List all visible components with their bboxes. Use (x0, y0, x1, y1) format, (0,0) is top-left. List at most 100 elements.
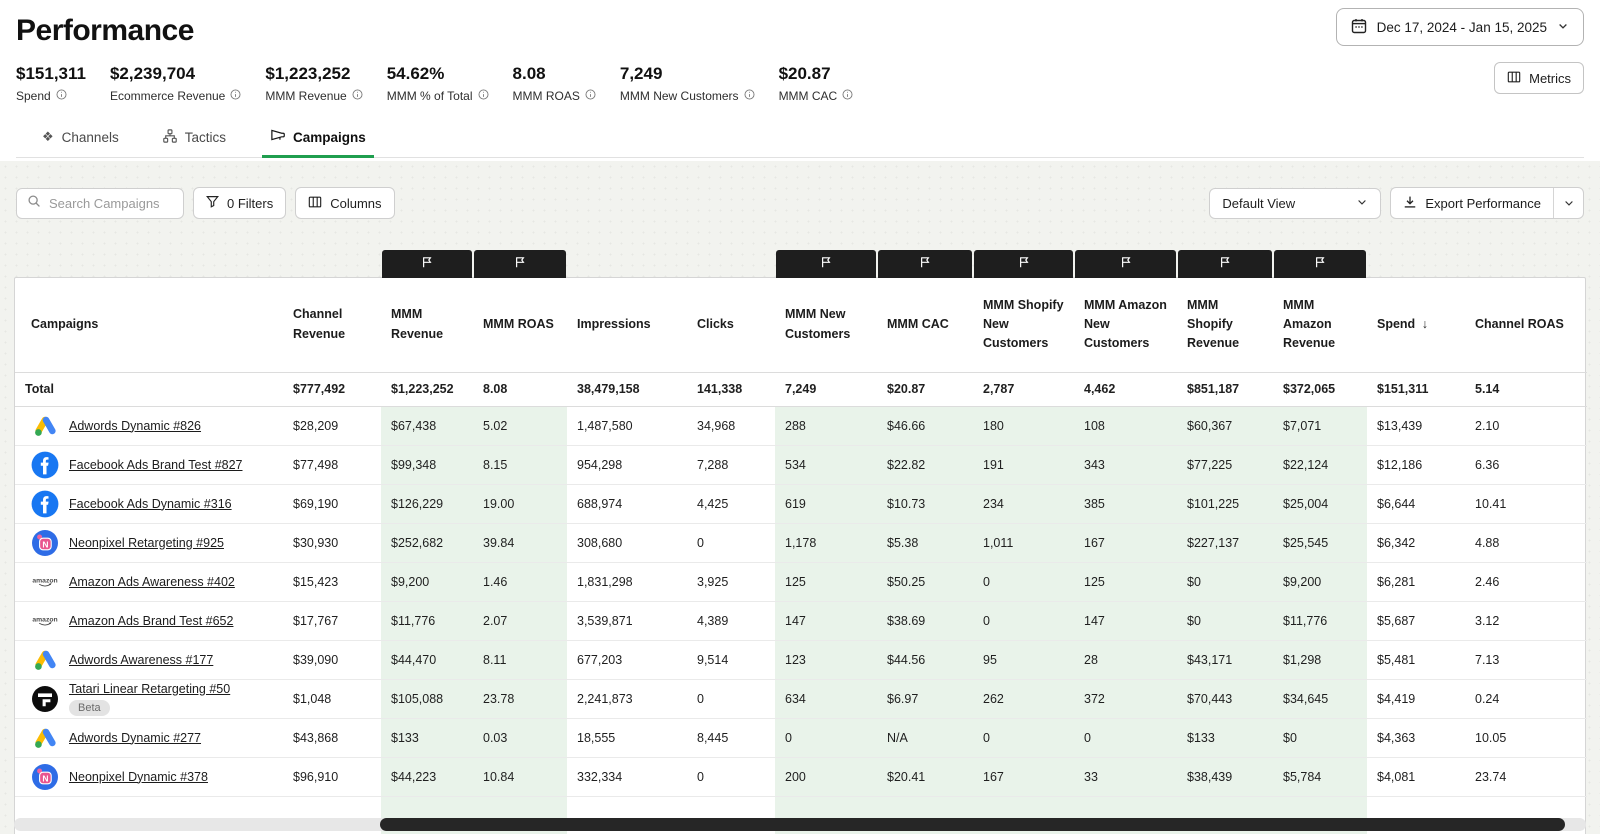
table-cell: $6.97 (877, 679, 973, 719)
search-input[interactable] (49, 195, 169, 211)
horizontal-scrollbar-track[interactable] (14, 818, 1586, 831)
table-cell: 4,389 (687, 601, 775, 641)
table-cell: 0.03 (473, 718, 567, 758)
column-header-mmm-amazon-revenue[interactable]: MMM Amazon Revenue (1283, 297, 1336, 351)
campaign-link[interactable]: Adwords Awareness #177 (69, 652, 214, 667)
tab-tactics[interactable]: Tactics (161, 119, 228, 157)
campaign-link[interactable]: Facebook Ads Brand Test #827 (69, 457, 243, 472)
total-cell: $851,187 (1177, 371, 1273, 407)
column-header-channel-roas[interactable]: Channel ROAS (1475, 317, 1564, 332)
mmm-column-badge[interactable] (1178, 250, 1272, 278)
table-cell: $5,687 (1367, 601, 1465, 641)
campaign-link[interactable]: Tatari Linear Retargeting #50 (69, 681, 231, 696)
mmm-column-badge[interactable] (474, 250, 566, 278)
table-cell: 2.46 (1465, 562, 1587, 602)
table-cell: $0 (1177, 562, 1273, 602)
campaign-link[interactable]: Adwords Dynamic #277 (69, 730, 202, 745)
mmm-column-badge[interactable] (1075, 250, 1176, 278)
funnel-icon (206, 195, 219, 211)
export-options-caret[interactable] (1553, 188, 1583, 218)
info-icon[interactable] (352, 89, 363, 103)
column-header-mmm-cac[interactable]: MMM CAC (887, 317, 949, 332)
mmm-column-badge[interactable] (1274, 250, 1366, 278)
amazon-icon: amazon (31, 607, 59, 635)
column-header-mmm-new-customers[interactable]: MMM New Customers (785, 307, 851, 341)
view-select[interactable]: Default View (1209, 187, 1382, 219)
table-cell: $5,784 (1273, 757, 1367, 797)
total-cell: 141,338 (687, 371, 775, 407)
table-row: Adwords Dynamic #826 $28,209 $67,438 5.02 1,… (15, 406, 1587, 446)
tab-channels[interactable]: ❖ Channels (40, 119, 121, 157)
mmm-flag-icon (919, 255, 931, 273)
table-cell: $34,645 (1273, 679, 1367, 719)
mmm-column-badge[interactable] (878, 250, 972, 278)
table-cell: 18,555 (567, 718, 687, 758)
column-header-channel-revenue[interactable]: Channel Revenue (293, 307, 346, 341)
column-header-mmm-roas[interactable]: MMM ROAS (483, 317, 554, 332)
columns-button[interactable]: Columns (295, 187, 395, 219)
table-cell: 343 (1074, 445, 1177, 485)
campaigns-table-card: Campaigns Channel Revenue MMM Revenue MMM R… (14, 250, 1587, 834)
mmm-flag-icon (514, 255, 526, 273)
beta-badge: Beta (69, 699, 110, 716)
table-cell: 8.15 (473, 445, 567, 485)
info-icon[interactable] (744, 89, 755, 103)
info-icon[interactable] (56, 89, 67, 103)
search-icon (27, 194, 41, 213)
mmm-column-badge[interactable] (776, 250, 876, 278)
campaign-link[interactable]: Neonpixel Retargeting #925 (69, 535, 224, 550)
kpi-6: $20.87 MMM CAC (779, 64, 854, 103)
table-cell: $6,342 (1367, 523, 1465, 563)
mmm-column-badge[interactable] (974, 250, 1073, 278)
channels-icon: ❖ (42, 129, 54, 144)
column-header-campaigns[interactable]: Campaigns (31, 317, 99, 332)
info-icon[interactable] (842, 89, 853, 103)
table-cell: $7,071 (1273, 406, 1367, 446)
column-header-mmm-amazon-new-customers[interactable]: MMM Amazon New Customers (1084, 297, 1167, 351)
date-range-picker[interactable]: Dec 17, 2024 - Jan 15, 2025 (1335, 8, 1584, 46)
column-header-mmm-shopify-new-customers[interactable]: MMM Shopify New Customers (983, 297, 1064, 351)
table-cell: 39.84 (473, 523, 567, 563)
column-header-mmm-revenue[interactable]: MMM Revenue (391, 307, 444, 341)
table-cell: 0 (973, 601, 1074, 641)
filters-button[interactable]: 0 Filters (193, 187, 287, 219)
kpi-value: 8.08 (512, 64, 546, 83)
table-cell: 10.41 (1465, 484, 1587, 524)
table-cell: $43,171 (1177, 640, 1273, 680)
table-row: Facebook Ads Dynamic #316 $69,190 $126,229… (15, 484, 1587, 524)
tab-campaigns[interactable]: Campaigns (261, 119, 374, 158)
campaign-link[interactable]: Amazon Ads Brand Test #652 (69, 613, 234, 628)
info-icon[interactable] (585, 89, 596, 103)
table-cell: 23.74 (1465, 757, 1587, 797)
search-input-wrap[interactable] (16, 187, 184, 219)
kpi-label: MMM New Customers (619, 89, 739, 103)
horizontal-scrollbar-thumb[interactable] (380, 818, 1565, 831)
campaign-link[interactable]: Amazon Ads Awareness #402 (69, 574, 235, 589)
info-icon[interactable] (230, 89, 241, 103)
total-cell: 7,249 (775, 371, 877, 407)
info-icon[interactable] (478, 89, 489, 103)
metrics-button[interactable]: Metrics (1494, 62, 1584, 94)
columns-button-label: Columns (330, 195, 382, 211)
table-cell: 8.11 (473, 640, 567, 680)
total-cell: 38,479,158 (567, 371, 687, 407)
column-header-clicks[interactable]: Clicks (697, 317, 734, 332)
table-cell: 3,539,871 (567, 601, 687, 641)
campaign-link[interactable]: Facebook Ads Dynamic #316 (69, 496, 232, 511)
table-cell: 2.10 (1465, 406, 1587, 446)
campaign-link[interactable]: Neonpixel Dynamic #378 (69, 769, 208, 784)
export-performance-button[interactable]: Export Performance (1391, 188, 1553, 218)
table-cell: 8,445 (687, 718, 775, 758)
table-cell: 5.02 (473, 406, 567, 446)
mmm-column-badge[interactable] (382, 250, 472, 278)
tab-label: Campaigns (292, 129, 366, 145)
table-cell: 0 (687, 679, 775, 719)
column-header-spend[interactable]: Spend ↓ (1377, 317, 1428, 332)
column-header-impressions[interactable]: Impressions (577, 317, 651, 332)
campaign-link[interactable]: Adwords Dynamic #826 (69, 418, 202, 433)
sort-desc-icon: ↓ (1421, 317, 1428, 332)
total-cell: 2,787 (973, 371, 1074, 407)
column-header-mmm-shopify-revenue[interactable]: MMM Shopify Revenue (1187, 297, 1240, 351)
table-cell: 332,334 (567, 757, 687, 797)
metrics-button-label: Metrics (1529, 70, 1571, 86)
